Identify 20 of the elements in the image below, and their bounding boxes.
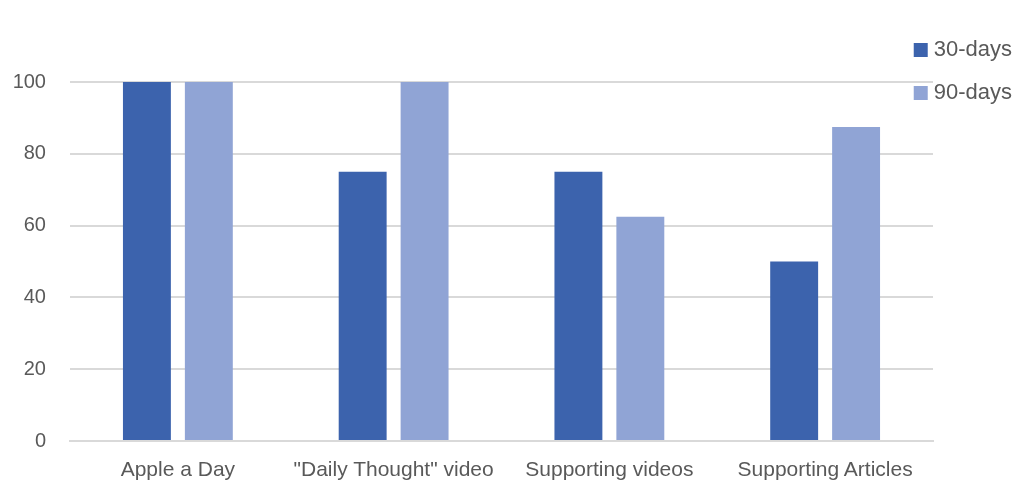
x-tick-label: Supporting Articles — [737, 457, 913, 481]
bar — [832, 126, 881, 440]
bar — [338, 171, 387, 440]
y-tick-label: 20 — [23, 356, 46, 379]
y-tick-label: 100 — [12, 69, 46, 92]
x-tick-label: Apple a Day — [120, 457, 236, 481]
legend-label: 30-days — [933, 36, 1013, 62]
x-tick-label: "Daily Thought" video — [293, 457, 494, 481]
bar — [400, 82, 449, 440]
y-tick-label: 60 — [23, 213, 46, 236]
bar — [122, 82, 171, 440]
bar — [770, 261, 819, 440]
y-tick-label: 80 — [23, 141, 46, 164]
bar — [184, 82, 233, 440]
bar — [616, 216, 665, 440]
y-tick-label: 0 — [34, 428, 46, 451]
legend-label: 90-days — [933, 79, 1013, 105]
x-tick-label: Supporting videos — [525, 457, 694, 481]
bar — [554, 171, 603, 440]
y-tick-label: 40 — [23, 284, 46, 307]
